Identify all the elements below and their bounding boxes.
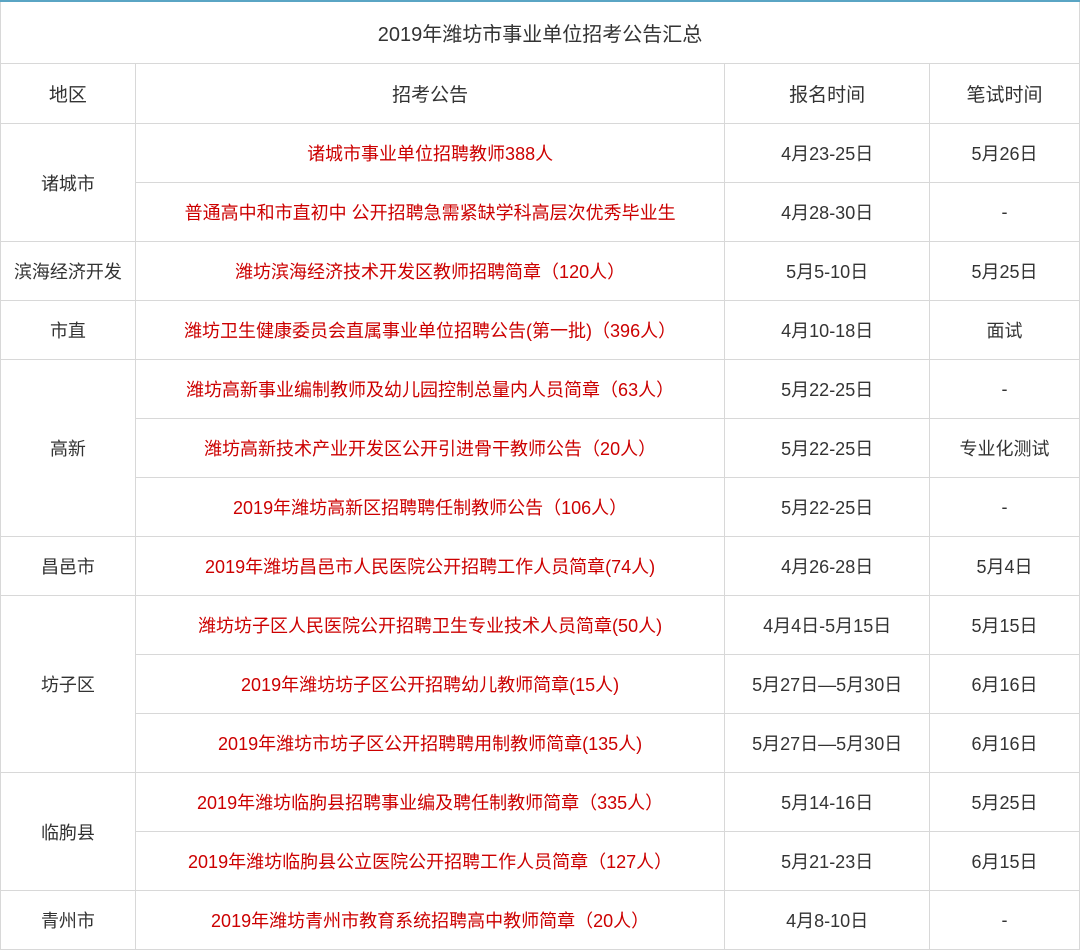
exam-cell: 5月4日	[930, 537, 1080, 596]
exam-cell: 6月16日	[930, 714, 1080, 773]
table-row: 昌邑市 2019年潍坊昌邑市人民医院公开招聘工作人员简章(74人) 4月26-2…	[1, 537, 1080, 596]
exam-cell: -	[930, 891, 1080, 950]
table-row: 2019年潍坊市坊子区公开招聘聘用制教师简章(135人) 5月27日—5月30日…	[1, 714, 1080, 773]
announcement-link[interactable]: 2019年潍坊市坊子区公开招聘聘用制教师简章(135人)	[218, 734, 642, 754]
table-header-row: 地区 招考公告 报名时间 笔试时间	[1, 64, 1080, 124]
announcement-link[interactable]: 潍坊坊子区人民医院公开招聘卫生专业技术人员简章(50人)	[198, 616, 662, 636]
announcement-cell: 潍坊高新技术产业开发区公开引进骨干教师公告（20人）	[135, 419, 724, 478]
table-row: 滨海经济开发 潍坊滨海经济技术开发区教师招聘简章（120人） 5月5-10日 5…	[1, 242, 1080, 301]
table-row: 2019年潍坊临朐县公立医院公开招聘工作人员简章（127人） 5月21-23日 …	[1, 832, 1080, 891]
exam-cell: 5月26日	[930, 124, 1080, 183]
region-cell: 市直	[1, 301, 136, 360]
signup-cell: 4月23-25日	[725, 124, 930, 183]
announcement-link[interactable]: 潍坊高新技术产业开发区公开引进骨干教师公告（20人）	[204, 439, 656, 459]
table-row: 2019年潍坊坊子区公开招聘幼儿教师简章(15人) 5月27日—5月30日 6月…	[1, 655, 1080, 714]
signup-cell: 4月4日-5月15日	[725, 596, 930, 655]
signup-cell: 5月27日—5月30日	[725, 714, 930, 773]
announcement-table: 2019年潍坊市事业单位招考公告汇总 地区 招考公告 报名时间 笔试时间 诸城市…	[0, 0, 1080, 950]
header-signup: 报名时间	[725, 64, 930, 124]
exam-cell: 6月15日	[930, 832, 1080, 891]
announcement-link[interactable]: 普通高中和市直初中 公开招聘急需紧缺学科高层次优秀毕业生	[185, 203, 676, 223]
table-row: 青州市 2019年潍坊青州市教育系统招聘高中教师简章（20人） 4月8-10日 …	[1, 891, 1080, 950]
announcement-link[interactable]: 潍坊卫生健康委员会直属事业单位招聘公告(第一批)（396人）	[184, 321, 676, 341]
region-cell: 诸城市	[1, 124, 136, 242]
announcement-cell: 2019年潍坊青州市教育系统招聘高中教师简章（20人）	[135, 891, 724, 950]
announcement-link[interactable]: 2019年潍坊高新区招聘聘任制教师公告（106人）	[233, 498, 627, 518]
announcement-cell: 潍坊卫生健康委员会直属事业单位招聘公告(第一批)（396人）	[135, 301, 724, 360]
announcement-cell: 2019年潍坊临朐县招聘事业编及聘任制教师简章（335人）	[135, 773, 724, 832]
announcement-cell: 2019年潍坊市坊子区公开招聘聘用制教师简章(135人)	[135, 714, 724, 773]
announcement-cell: 2019年潍坊坊子区公开招聘幼儿教师简章(15人)	[135, 655, 724, 714]
signup-cell: 5月22-25日	[725, 360, 930, 419]
announcement-link[interactable]: 2019年潍坊青州市教育系统招聘高中教师简章（20人）	[211, 911, 649, 931]
announcement-cell: 2019年潍坊临朐县公立医院公开招聘工作人员简章（127人）	[135, 832, 724, 891]
table-row: 2019年潍坊高新区招聘聘任制教师公告（106人） 5月22-25日 -	[1, 478, 1080, 537]
announcement-link[interactable]: 潍坊滨海经济技术开发区教师招聘简章（120人）	[235, 262, 625, 282]
header-region: 地区	[1, 64, 136, 124]
exam-cell: 6月16日	[930, 655, 1080, 714]
table-title-row: 2019年潍坊市事业单位招考公告汇总	[1, 1, 1080, 64]
table-row: 临朐县 2019年潍坊临朐县招聘事业编及聘任制教师简章（335人） 5月14-1…	[1, 773, 1080, 832]
region-cell: 滨海经济开发	[1, 242, 136, 301]
region-cell: 青州市	[1, 891, 136, 950]
region-cell: 昌邑市	[1, 537, 136, 596]
announcement-cell: 潍坊坊子区人民医院公开招聘卫生专业技术人员简章(50人)	[135, 596, 724, 655]
exam-cell: 5月25日	[930, 773, 1080, 832]
announcement-link[interactable]: 潍坊高新事业编制教师及幼儿园控制总量内人员简章（63人）	[186, 380, 674, 400]
table-row: 潍坊高新技术产业开发区公开引进骨干教师公告（20人） 5月22-25日 专业化测…	[1, 419, 1080, 478]
exam-cell: 5月25日	[930, 242, 1080, 301]
signup-cell: 4月28-30日	[725, 183, 930, 242]
exam-cell: 专业化测试	[930, 419, 1080, 478]
announcement-link[interactable]: 诸城市事业单位招聘教师388人	[307, 144, 553, 164]
exam-cell: 面试	[930, 301, 1080, 360]
region-cell: 临朐县	[1, 773, 136, 891]
signup-cell: 5月21-23日	[725, 832, 930, 891]
table-row: 坊子区 潍坊坊子区人民医院公开招聘卫生专业技术人员简章(50人) 4月4日-5月…	[1, 596, 1080, 655]
announcement-link[interactable]: 2019年潍坊坊子区公开招聘幼儿教师简章(15人)	[241, 675, 619, 695]
signup-cell: 4月8-10日	[725, 891, 930, 950]
signup-cell: 5月22-25日	[725, 419, 930, 478]
announcement-cell: 普通高中和市直初中 公开招聘急需紧缺学科高层次优秀毕业生	[135, 183, 724, 242]
table-title: 2019年潍坊市事业单位招考公告汇总	[1, 1, 1080, 64]
exam-cell: -	[930, 183, 1080, 242]
table-row: 高新 潍坊高新事业编制教师及幼儿园控制总量内人员简章（63人） 5月22-25日…	[1, 360, 1080, 419]
signup-cell: 5月5-10日	[725, 242, 930, 301]
signup-cell: 4月10-18日	[725, 301, 930, 360]
header-announcement: 招考公告	[135, 64, 724, 124]
announcement-cell: 2019年潍坊高新区招聘聘任制教师公告（106人）	[135, 478, 724, 537]
table-row: 市直 潍坊卫生健康委员会直属事业单位招聘公告(第一批)（396人） 4月10-1…	[1, 301, 1080, 360]
announcement-cell: 2019年潍坊昌邑市人民医院公开招聘工作人员简章(74人)	[135, 537, 724, 596]
signup-cell: 5月22-25日	[725, 478, 930, 537]
region-cell: 高新	[1, 360, 136, 537]
announcement-cell: 潍坊高新事业编制教师及幼儿园控制总量内人员简章（63人）	[135, 360, 724, 419]
table-row: 诸城市 诸城市事业单位招聘教师388人 4月23-25日 5月26日	[1, 124, 1080, 183]
exam-cell: -	[930, 360, 1080, 419]
signup-cell: 5月14-16日	[725, 773, 930, 832]
announcement-link[interactable]: 2019年潍坊临朐县公立医院公开招聘工作人员简章（127人）	[188, 852, 672, 872]
exam-cell: -	[930, 478, 1080, 537]
announcement-link[interactable]: 2019年潍坊临朐县招聘事业编及聘任制教师简章（335人）	[197, 793, 663, 813]
table-row: 普通高中和市直初中 公开招聘急需紧缺学科高层次优秀毕业生 4月28-30日 -	[1, 183, 1080, 242]
region-cell: 坊子区	[1, 596, 136, 773]
announcement-link[interactable]: 2019年潍坊昌邑市人民医院公开招聘工作人员简章(74人)	[205, 557, 655, 577]
header-exam: 笔试时间	[930, 64, 1080, 124]
table-body: 2019年潍坊市事业单位招考公告汇总 地区 招考公告 报名时间 笔试时间 诸城市…	[1, 1, 1080, 950]
signup-cell: 4月26-28日	[725, 537, 930, 596]
signup-cell: 5月27日—5月30日	[725, 655, 930, 714]
announcement-cell: 潍坊滨海经济技术开发区教师招聘简章（120人）	[135, 242, 724, 301]
announcement-cell: 诸城市事业单位招聘教师388人	[135, 124, 724, 183]
exam-cell: 5月15日	[930, 596, 1080, 655]
